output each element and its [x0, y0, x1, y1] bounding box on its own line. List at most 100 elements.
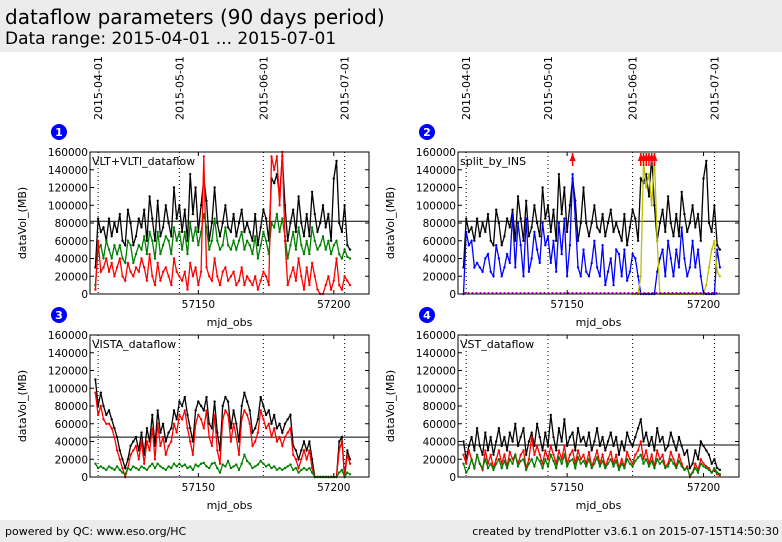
- data-point: [278, 435, 281, 439]
- data-point: [180, 279, 184, 282]
- date-range-subtitle: Data range: 2015-04-01 ... 2015-07-01: [5, 29, 337, 49]
- data-point: [256, 431, 260, 434]
- data-point: [102, 226, 105, 229]
- data-point: [210, 444, 214, 448]
- data-point: [699, 275, 702, 278]
- data-point: [199, 204, 203, 207]
- data-point: [308, 466, 311, 470]
- data-point: [172, 186, 176, 189]
- data-point: [313, 239, 316, 242]
- data-point: [121, 458, 124, 461]
- data-point: [189, 221, 192, 225]
- chart-panel-4: 0 20000 40000 60000 80000 100000 120000 140000 1…: [384, 307, 740, 512]
- data-point: [686, 230, 689, 234]
- data-point: [574, 466, 577, 470]
- data-point: [492, 275, 495, 278]
- data-point: [340, 288, 344, 291]
- data-point: [240, 230, 243, 234]
- data-point: [497, 257, 501, 260]
- data-point: [519, 217, 522, 220]
- data-point: [625, 450, 629, 454]
- data-point: [473, 466, 476, 470]
- data-point: [661, 248, 664, 251]
- data-point: [145, 252, 149, 256]
- data-point: [664, 466, 667, 470]
- x-axis-label: mjd_obs: [207, 499, 253, 512]
- data-point: [129, 453, 132, 456]
- data-point: [699, 440, 702, 443]
- data-point: [546, 204, 550, 207]
- data-point: [503, 459, 506, 463]
- data-point: [151, 239, 154, 242]
- data-point: [582, 459, 585, 463]
- data-point: [232, 465, 235, 468]
- data-point: [346, 449, 349, 452]
- x-tick-label: 57150: [182, 482, 215, 494]
- data-point: [199, 270, 203, 273]
- data-point: [574, 449, 577, 452]
- data-point: [332, 177, 335, 180]
- data-point: [218, 283, 222, 287]
- data-point: [579, 275, 582, 278]
- y-tick-label: 100000: [416, 200, 456, 212]
- data-point: [113, 427, 116, 430]
- data-point: [175, 270, 178, 273]
- data-point: [481, 221, 484, 225]
- data-point: [503, 435, 506, 439]
- data-point: [118, 458, 122, 461]
- data-point: [656, 427, 659, 430]
- data-point: [205, 465, 208, 468]
- data-point: [308, 449, 311, 452]
- data-point: [256, 244, 260, 247]
- data-point: [683, 453, 686, 456]
- data-point: [286, 239, 289, 242]
- data-point: [683, 212, 686, 216]
- y-tick-label: 140000: [416, 348, 456, 360]
- data-point: [248, 422, 251, 425]
- data-point: [316, 230, 319, 234]
- data-point: [631, 208, 634, 211]
- data-point: [294, 230, 298, 234]
- data-point: [254, 440, 257, 443]
- data-point: [137, 244, 140, 247]
- data-point: [538, 435, 541, 439]
- data-point: [694, 226, 697, 229]
- data-point: [137, 270, 140, 273]
- data-point: [525, 468, 528, 472]
- data-point: [530, 226, 533, 229]
- data-point: [585, 465, 588, 468]
- data-point: [462, 453, 465, 456]
- data-point: [321, 204, 325, 207]
- data-point: [560, 212, 563, 216]
- data-point: [129, 244, 132, 247]
- data-point: [213, 217, 216, 220]
- data-point: [213, 461, 216, 464]
- data-point: [478, 462, 481, 465]
- data-point: [99, 270, 103, 273]
- data-point: [699, 462, 702, 465]
- data-point: [259, 279, 262, 282]
- data-point: [151, 427, 154, 430]
- data-point: [705, 466, 708, 470]
- data-point: [208, 248, 211, 251]
- data-point: [289, 244, 292, 247]
- data-point: [180, 465, 184, 468]
- data-point: [132, 440, 135, 443]
- data-point: [332, 244, 335, 247]
- data-point: [278, 466, 281, 470]
- data-point: [527, 458, 531, 461]
- data-point: [620, 458, 623, 461]
- data-point: [224, 204, 227, 207]
- data-point: [625, 458, 629, 461]
- data-point: [598, 275, 602, 278]
- data-point: [579, 458, 582, 461]
- y-tick-label: 80000: [55, 401, 88, 413]
- data-point: [243, 283, 246, 287]
- y-tick-label: 60000: [423, 236, 456, 248]
- data-point: [121, 466, 124, 470]
- data-point: [143, 462, 146, 465]
- data-point: [574, 217, 577, 220]
- data-point: [538, 453, 541, 456]
- data-point: [552, 208, 555, 211]
- data-point: [172, 422, 176, 425]
